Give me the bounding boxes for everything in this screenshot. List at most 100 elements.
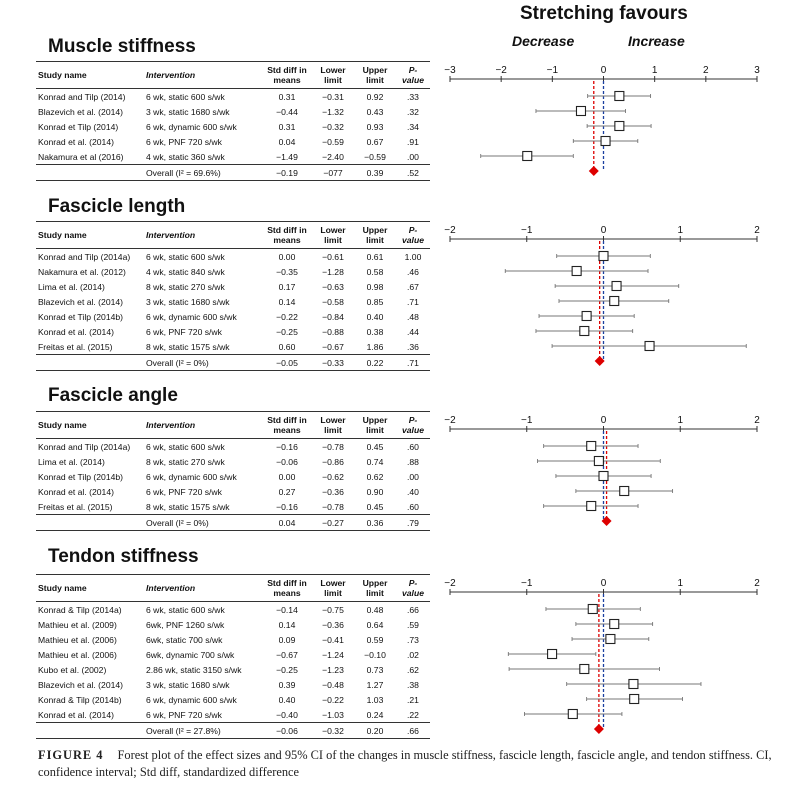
cell-intervention: 3 wk, static 1680 s/wk <box>146 106 230 117</box>
cell-name: Kubo et al. (2002) <box>38 664 107 675</box>
cell-intervention: 6 wk, static 600 s/wk <box>146 251 225 262</box>
cell-name: Mathieu et al. (2009) <box>38 619 117 630</box>
effect-marker <box>605 633 616 645</box>
cell-name: Nakamura et al (2016) <box>38 151 124 162</box>
table-row: Konrad et al. (2014) 6 wk, PNF 720 s/wk −0… <box>36 707 430 723</box>
cell-intervention: 6 wk, dynamic 600 s/wk <box>146 121 237 132</box>
axis-tick-label: −1 <box>521 225 533 236</box>
overall-p: .66 <box>396 722 430 739</box>
cell-smd: −0.35 <box>276 266 298 277</box>
cell-p: .48 <box>407 311 419 322</box>
column-header-smd: Std diff in means <box>262 574 312 602</box>
table-row: Konrad and Tilp (2014a) 6 wk, static 600 … <box>36 439 430 455</box>
axis-tick-label: −2 <box>444 415 456 426</box>
cell-lower: −0.36 <box>322 486 344 497</box>
cell-name: Freitas et al. (2015) <box>38 501 113 512</box>
cell-upper: 0.62 <box>366 471 384 482</box>
cell-smd: −0.40 <box>276 709 298 720</box>
cell-name: Blazevich et al. (2014) <box>38 296 124 307</box>
cell-p: .67 <box>407 281 419 292</box>
cell-upper: 0.45 <box>366 441 384 452</box>
column-header-smd: Std diff in means <box>262 61 312 89</box>
overall-row: Overall (I² = 69.6%) −0.19 −077 0.39.52 <box>36 164 430 181</box>
table-row: Konrad et Tilp (2014) 6 wk, dynamic 600 s… <box>36 119 430 134</box>
cell-upper: 0.74 <box>366 456 384 467</box>
cell-name: Lima et al. (2014) <box>38 456 105 467</box>
table-row: Mathieu et al. (2006) 6wk, static 700 s/w… <box>36 632 430 647</box>
cell-lower: −0.59 <box>322 136 344 147</box>
cell-lower: −0.78 <box>322 441 344 452</box>
cell-upper: −0.10 <box>364 649 386 660</box>
cell-name: Konrad and Tilp (2014a) <box>38 251 131 262</box>
section-title: Tendon stiffness <box>48 546 199 567</box>
cell-name: Lima et al. (2014) <box>38 281 105 292</box>
cell-lower: −0.62 <box>322 471 344 482</box>
cell-p: .34 <box>407 121 419 132</box>
cell-intervention: 2.86 wk, static 3150 s/wk <box>146 664 242 675</box>
cell-name: Konrad et Tilp (2014b) <box>38 471 124 482</box>
cell-lower: −1.32 <box>322 106 344 117</box>
cell-upper: 0.48 <box>366 604 384 615</box>
cell-p: .73 <box>407 634 419 645</box>
column-header-upper: Upper limit <box>354 221 396 249</box>
overall-row: Overall (I² = 0%) −0.05 −0.33 0.22.71 <box>36 354 430 371</box>
column-header-lower: Lower limit <box>312 411 354 439</box>
overall-row: Overall (I² = 0%) 0.04 −0.27 0.36.79 <box>36 514 430 531</box>
cell-smd: 0.00 <box>278 471 296 482</box>
caption-text: Forest plot of the effect sizes and 95% … <box>38 748 772 779</box>
table-row: Nakamura et al (2016) 4 wk, static 360 s/… <box>36 149 430 165</box>
cell-intervention: 8 wk, static 1575 s/wk <box>146 341 230 352</box>
overall-lower: −0.33 <box>312 354 354 371</box>
table-row: Konrad et Tilp (2014b) 6 wk, dynamic 600 … <box>36 309 430 324</box>
axis-tick-label: 1 <box>677 225 683 236</box>
cell-intervention: 6 wk, dynamic 600 s/wk <box>146 471 237 482</box>
cell-p: .59 <box>407 619 419 630</box>
column-header-study: Study name <box>36 411 144 439</box>
axis-tick-label: 3 <box>754 65 760 76</box>
cell-p: .60 <box>407 501 419 512</box>
table-row: Lima et al. (2014) 8 wk, static 270 s/wk 0… <box>36 279 430 294</box>
cell-lower: −0.61 <box>322 251 344 262</box>
overall-label: Overall (I² = 0%) <box>144 354 262 371</box>
cell-upper: 0.58 <box>366 266 384 277</box>
cell-intervention: 6 wk, dynamic 600 s/wk <box>146 694 237 705</box>
cell-intervention: 6 wk, static 600 s/wk <box>146 441 225 452</box>
cell-p: .00 <box>407 151 419 162</box>
effect-marker <box>644 340 655 352</box>
effect-marker <box>628 678 639 690</box>
cell-upper: 0.93 <box>366 121 384 132</box>
cell-smd: 0.39 <box>278 679 296 690</box>
cell-smd: 0.04 <box>278 136 296 147</box>
cell-p: .60 <box>407 441 419 452</box>
cell-upper: 0.45 <box>366 501 384 512</box>
cell-name: Konrad et al. (2014) <box>38 326 114 337</box>
overall-p: .52 <box>396 164 430 181</box>
cell-lower: −1.24 <box>322 649 344 660</box>
cell-intervention: 6 wk, static 600 s/wk <box>146 604 225 615</box>
cell-lower: −2.40 <box>322 151 344 162</box>
column-header-upper: Upper limit <box>354 411 396 439</box>
cell-intervention: 6 wk, PNF 720 s/wk <box>146 326 222 337</box>
overall-label: Overall (I² = 0%) <box>144 514 262 531</box>
effect-marker <box>614 120 625 132</box>
cell-upper: 1.27 <box>366 679 384 690</box>
overall-label: Overall (I² = 69.6%) <box>144 164 262 181</box>
cell-lower: −0.86 <box>322 456 344 467</box>
section-title: Muscle stiffness <box>48 36 196 57</box>
column-header-upper: Upper limit <box>354 61 396 89</box>
column-header-study: Study name <box>36 221 144 249</box>
axis-tick-label: −2 <box>444 578 456 589</box>
cell-smd: −0.25 <box>276 326 298 337</box>
cell-intervention: 8 wk, static 270 s/wk <box>146 456 225 467</box>
cell-lower: −1.03 <box>322 709 344 720</box>
cell-upper: 0.90 <box>366 486 384 497</box>
cell-upper: 0.61 <box>366 251 384 262</box>
table-row: Nakamura et al. (2012) 4 wk, static 840 s… <box>36 264 430 279</box>
cell-smd: −0.44 <box>276 106 298 117</box>
cell-p: .38 <box>407 679 419 690</box>
cell-upper: 1.03 <box>366 694 384 705</box>
overall-upper: 0.22 <box>354 354 396 371</box>
cell-name: Blazevich et al. (2014) <box>38 679 124 690</box>
cell-upper: 0.73 <box>366 664 384 675</box>
forest-plot: −2 −1 0 1 2 <box>444 578 760 734</box>
